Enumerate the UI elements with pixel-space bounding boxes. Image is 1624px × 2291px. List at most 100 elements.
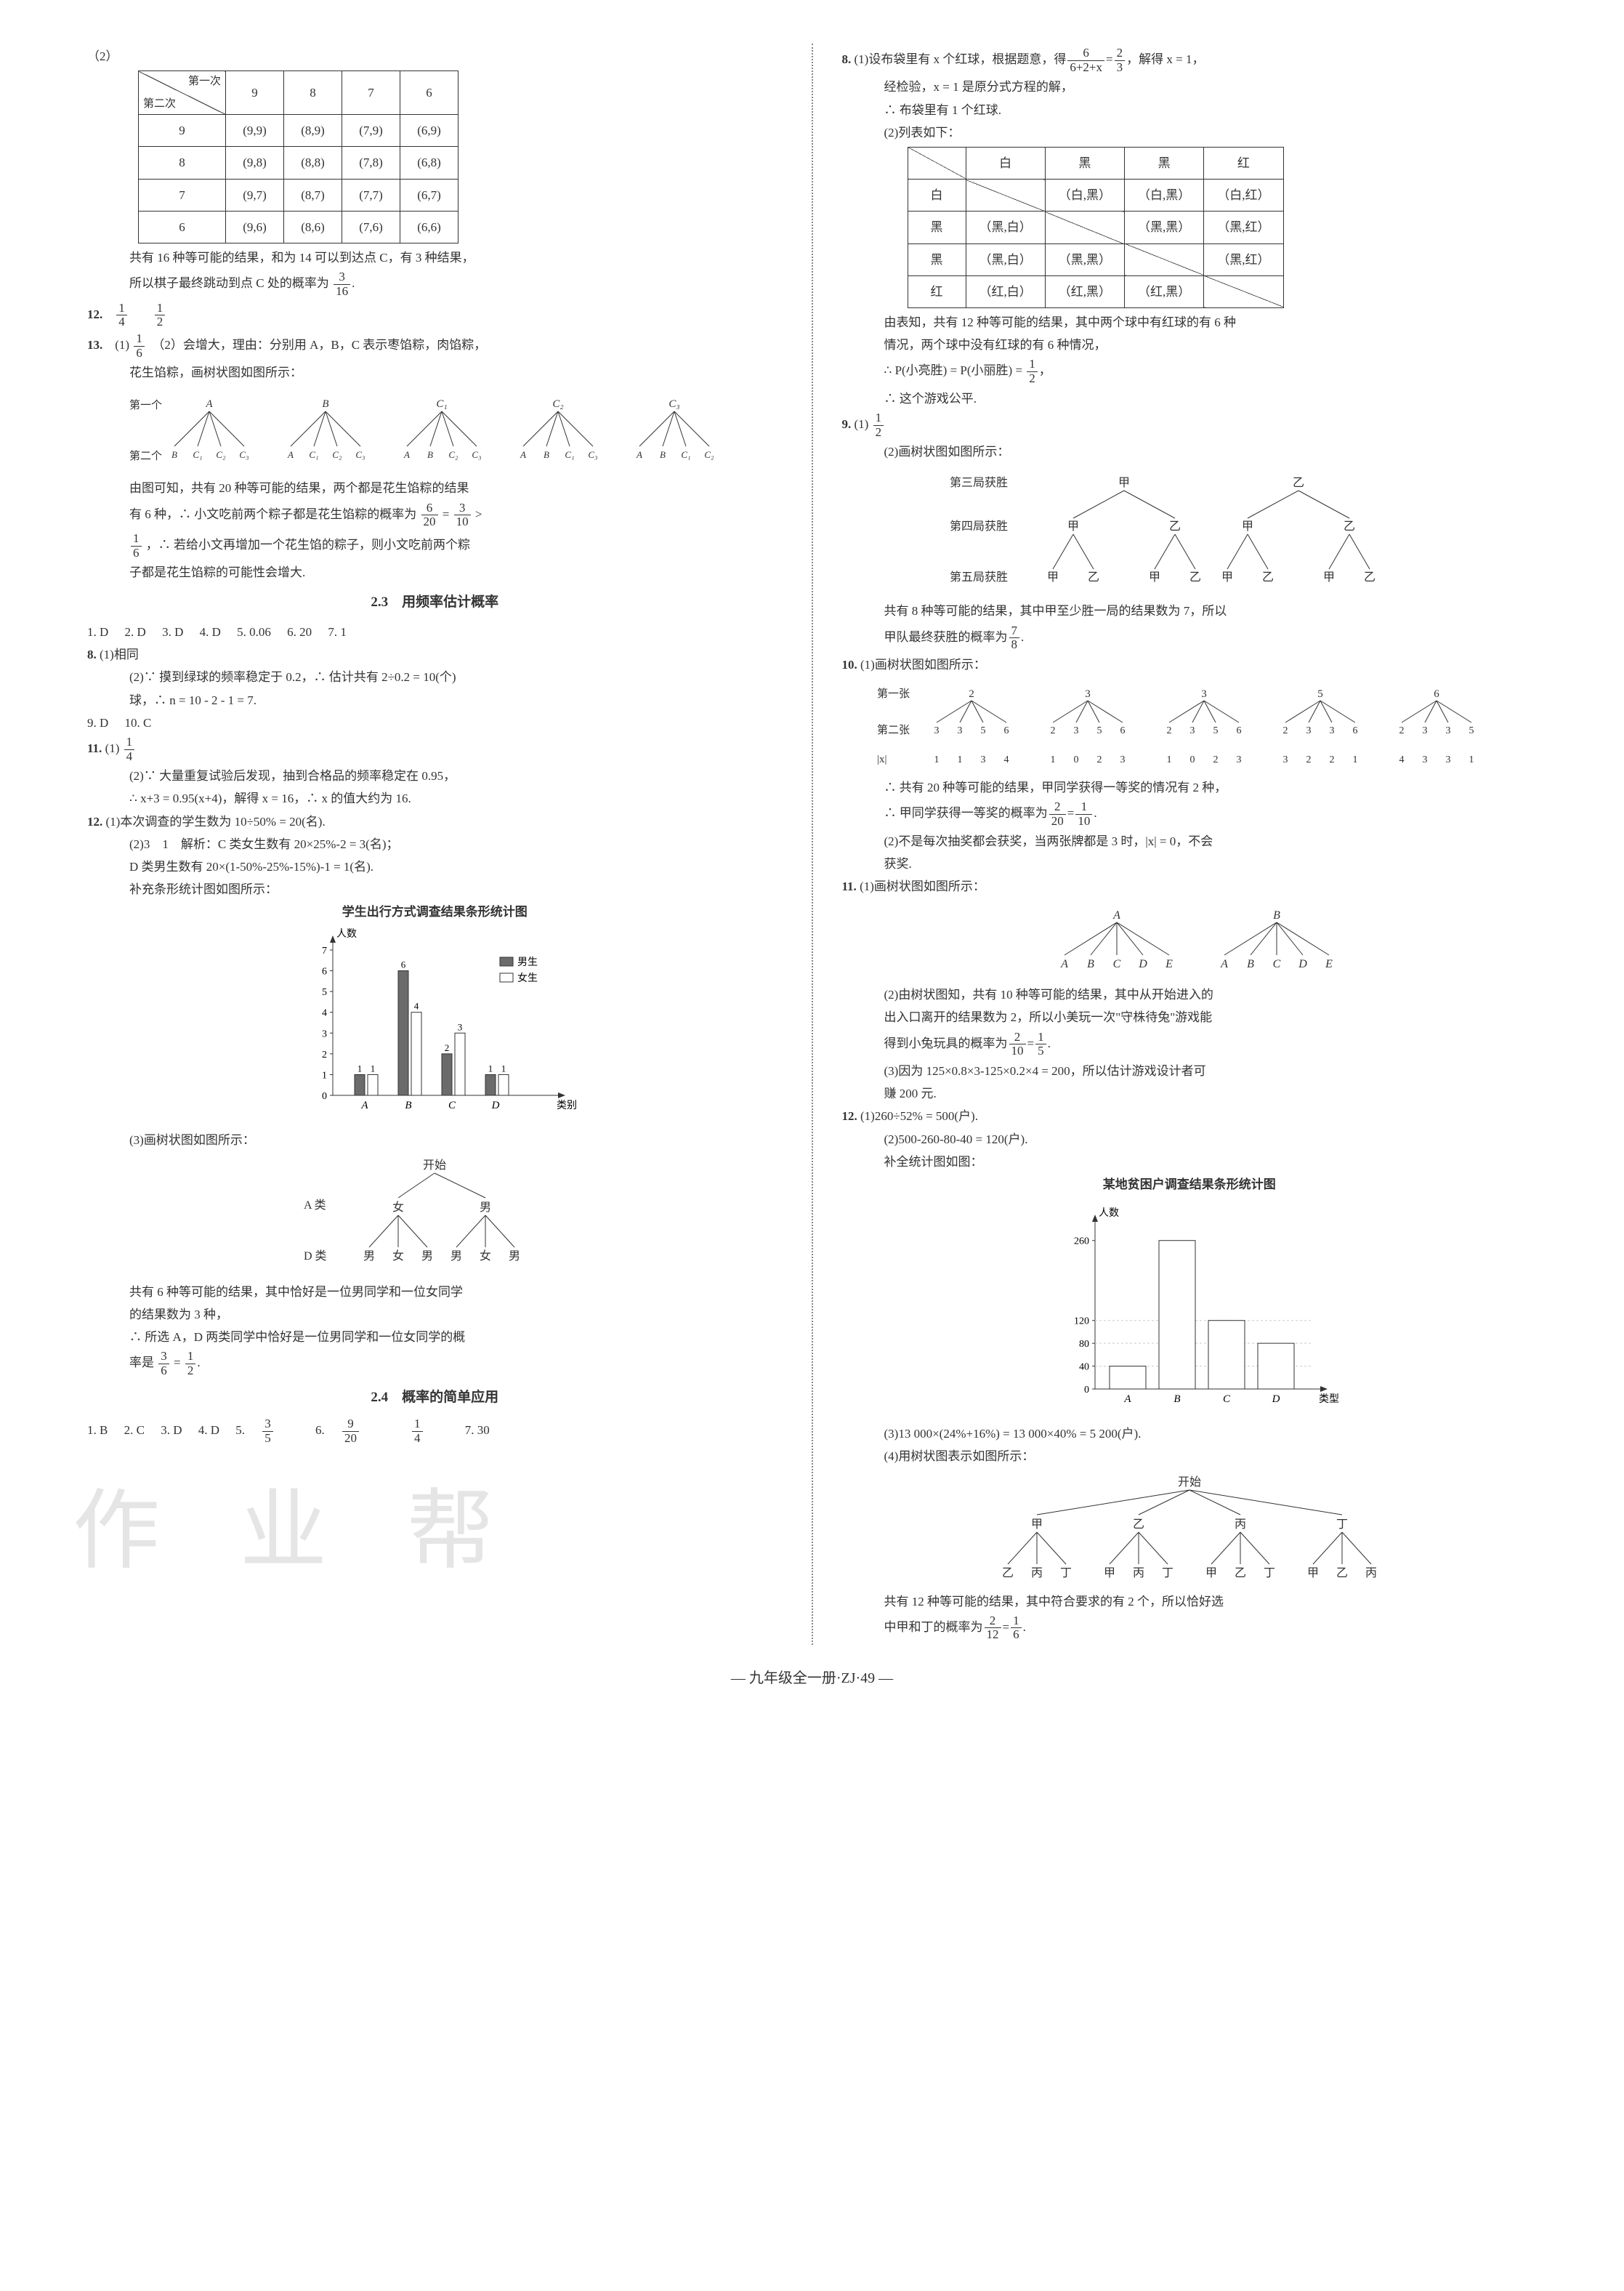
text: (3)13 000×(24%+16%) = 13 000×40% = 5 200…: [842, 1424, 1538, 1444]
col-head: 红: [1204, 147, 1283, 179]
fraction: 310: [454, 502, 471, 529]
text: 得到小兔玩具的概率为210=15.: [842, 1031, 1538, 1058]
svg-text:乙: 乙: [1344, 520, 1355, 533]
svg-text:第三局获胜: 第三局获胜: [950, 476, 1008, 489]
svg-text:3: 3: [1422, 725, 1427, 736]
r-q12: 12. (1)260÷52% = 500(户).: [842, 1106, 1538, 1126]
svg-text:第一张: 第一张: [877, 687, 910, 700]
cell: (9,7): [226, 179, 284, 211]
col-head: 6: [400, 71, 458, 115]
svg-text:第二张: 第二张: [877, 723, 910, 736]
ans: 7. 1: [328, 625, 347, 639]
svg-text:乙: 乙: [1364, 571, 1375, 584]
svg-text:乙: 乙: [1189, 571, 1201, 584]
svg-text:甲: 甲: [1067, 520, 1079, 533]
fraction: 36: [158, 1350, 169, 1377]
svg-text:2: 2: [1096, 754, 1102, 765]
cell: (6,6): [400, 211, 458, 243]
text: （2）会增大，理由：分别用 A，B，C 表示枣馅粽，肉馅粽，: [158, 338, 486, 352]
svg-text:开始: 开始: [423, 1159, 446, 1172]
q13-line2: 花生馅粽，画树状图如图所示：: [87, 363, 783, 382]
svg-text:3: 3: [458, 1021, 463, 1032]
svg-text:1: 1: [322, 1070, 327, 1081]
q11: 11. (1) 14: [87, 736, 783, 763]
svg-text:A: A: [1060, 958, 1068, 970]
svg-text:2: 2: [445, 1042, 450, 1052]
cell: (8,7): [284, 179, 342, 211]
cell: （白,红）: [1204, 180, 1283, 212]
svg-text:C₃: C₃: [356, 449, 365, 460]
svg-text:260: 260: [1074, 1236, 1089, 1247]
fraction: 620: [421, 502, 438, 529]
svg-text:C₂: C₂: [705, 449, 715, 460]
q12-ans: 12. 14 12: [87, 302, 783, 329]
svg-text:类别: 类别: [557, 1100, 577, 1111]
text: (2)500-260-80-40 = 120(户).: [842, 1130, 1538, 1149]
svg-text:A: A: [1123, 1393, 1131, 1405]
left-column: （2） 第一次 第二次 9 8 7 6 9(9,9)(8,9)(7,9)(6,9…: [87, 44, 783, 1645]
svg-text:0: 0: [1073, 754, 1078, 765]
svg-text:C: C: [1272, 958, 1280, 970]
svg-text:3: 3: [980, 754, 985, 765]
ans: 1. B: [87, 1423, 108, 1437]
travel-chart: 人数类别0123456711A64B23C11D男生女生: [282, 928, 587, 1124]
text: (2)3 1 解析：C 类女生数有 20×25%-2 = 3(名)；: [87, 834, 783, 854]
svg-text:B: B: [1247, 958, 1254, 970]
svg-text:A: A: [520, 449, 526, 460]
svg-text:C₃: C₃: [589, 449, 598, 460]
page: （2） 第一次 第二次 9 8 7 6 9(9,9)(8,9)(7,9)(6,9…: [87, 44, 1537, 1645]
cell: （黑,白）: [966, 212, 1045, 243]
svg-text:D 类: D 类: [304, 1249, 327, 1263]
svg-text:甲: 甲: [1205, 1567, 1217, 1579]
fraction: 14: [116, 302, 127, 329]
svg-text:A: A: [636, 449, 642, 460]
svg-text:2: 2: [322, 1049, 327, 1060]
ans: 9. D: [87, 716, 108, 730]
row-head: 7: [139, 179, 226, 211]
svg-text:丁: 丁: [1060, 1567, 1072, 1579]
svg-text:2: 2: [969, 688, 974, 700]
text: 获奖.: [842, 854, 1538, 874]
row-head: 6: [139, 211, 226, 243]
svg-text:男: 男: [363, 1250, 375, 1263]
svg-text:C: C: [1223, 1393, 1231, 1405]
svg-text:0: 0: [1189, 754, 1195, 765]
q8-table: 白 黑 黑 红 白（白,黑）（白,黑）（白,红） 黑（黑,白）（黑,黑）（黑,红…: [908, 147, 1284, 308]
text: ∴ 共有 20 种等可能的结果，甲同学获得一等奖的情况有 2 种，: [842, 778, 1538, 797]
q10-tree: 第一张第二张|x|2313153643213052633213052635233…: [870, 679, 1509, 773]
svg-text:甲: 甲: [1221, 571, 1233, 584]
row-head: 红: [908, 275, 966, 307]
svg-text:C₃: C₃: [669, 398, 680, 410]
cell: （黑,红）: [1204, 243, 1283, 275]
svg-text:3: 3: [957, 725, 962, 736]
q13-tree: 第一个 第二个 ABC₁C₂C₃BAC₁C₂C₃C₁ABC₂C₃C₂ABC₁C₃…: [122, 387, 747, 474]
svg-text:1: 1: [488, 1063, 493, 1074]
chart-title: 某地贫困户调查结果条形统计图: [842, 1175, 1538, 1194]
ans: 4. D: [198, 1423, 219, 1437]
svg-text:乙: 乙: [1293, 477, 1304, 489]
svg-text:40: 40: [1079, 1362, 1089, 1373]
svg-text:A: A: [1220, 958, 1228, 970]
cell: （白,黑）: [1045, 180, 1124, 212]
section-23-title: 2.3 用频率估计概率: [87, 592, 783, 613]
column-divider: [812, 44, 813, 1645]
svg-text:3: 3: [1329, 725, 1334, 736]
svg-text:A: A: [361, 1100, 369, 1111]
text: 的结果数为 3 种，: [87, 1305, 783, 1324]
text: 所以棋子最终跳动到点 C 处的概率为: [129, 276, 329, 290]
svg-text:B: B: [1087, 958, 1094, 970]
svg-text:4: 4: [322, 1007, 327, 1018]
section-24-title: 2.4 概率的简单应用: [87, 1387, 783, 1409]
q2-label: （2）: [87, 49, 118, 63]
svg-text:乙: 乙: [1336, 1567, 1348, 1579]
svg-text:C₁: C₁: [682, 449, 691, 460]
svg-text:6: 6: [322, 966, 327, 977]
svg-text:6: 6: [1120, 725, 1125, 736]
text: 补全统计图如图：: [842, 1152, 1538, 1172]
q12-tree: 开始A 类D 类女男女男男男女男: [253, 1154, 616, 1278]
q11-tree: AABCDEBABCDE: [1001, 901, 1378, 981]
text: 有 6 种，∴ 小文吃前两个粽子都是花生馅粽的概率为 620 = 310 >: [87, 502, 783, 529]
svg-text:2: 2: [1166, 725, 1171, 736]
ans: 1. D: [87, 625, 108, 639]
svg-text:5: 5: [1317, 688, 1323, 700]
